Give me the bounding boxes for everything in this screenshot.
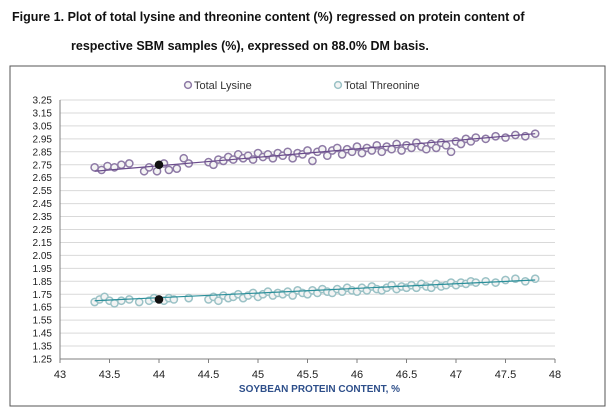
- data-point: [164, 165, 174, 175]
- data-point: [117, 296, 126, 306]
- y-tick-label: 2.75: [33, 160, 53, 171]
- y-tick-label: 3.25: [33, 96, 53, 107]
- trend-line: [94, 279, 536, 302]
- y-tick-label: 2.95: [33, 134, 53, 145]
- data-point: [392, 139, 401, 149]
- y-tick-label: 1.55: [33, 316, 53, 327]
- data-point: [520, 276, 530, 286]
- data-point: [441, 140, 451, 150]
- data-point: [357, 148, 367, 158]
- y-tick-label: 1.45: [33, 329, 53, 340]
- data-point: [337, 150, 347, 159]
- x-tick-label: 48: [549, 369, 561, 381]
- y-tick-label: 1.85: [33, 277, 53, 288]
- data-point: [110, 298, 119, 308]
- data-point: [530, 274, 540, 284]
- data-point: [308, 156, 317, 166]
- data-point: [377, 147, 387, 157]
- x-tick-label: 44.5: [198, 369, 219, 381]
- x-axis-title: SOYBEAN PROTEIN CONTENT, %: [239, 384, 400, 395]
- y-tick-label: 3.05: [33, 121, 53, 132]
- x-tick-label: 47.5: [495, 369, 516, 381]
- series-total-threonine: [90, 274, 540, 308]
- chart-frame: [9, 65, 606, 407]
- data-point: [421, 144, 431, 154]
- data-point: [117, 160, 126, 170]
- y-tick-label: 2.05: [33, 251, 53, 262]
- x-tick-label: 43.5: [99, 369, 120, 381]
- legend-item: Total Lysine: [183, 80, 252, 92]
- legend-marker: [183, 80, 193, 90]
- y-tick-label: 2.55: [33, 186, 53, 197]
- data-point: [501, 133, 510, 142]
- data-point: [397, 146, 406, 155]
- data-point: [172, 164, 182, 173]
- y-tick-label: 1.95: [33, 264, 53, 275]
- data-point: [283, 147, 293, 157]
- x-tick-label: 45.5: [297, 369, 318, 381]
- y-tick-label: 2.45: [33, 199, 53, 210]
- data-point: [103, 161, 112, 171]
- x-tick-label: 44: [153, 369, 165, 381]
- trend-line: [94, 133, 536, 172]
- caption-line-2: respective SBM samples (%), expressed on…: [71, 39, 429, 53]
- y-tick-label: 2.65: [33, 173, 53, 184]
- y-tick-label: 1.25: [33, 355, 53, 366]
- x-tick-label: 46: [351, 369, 363, 381]
- legend-label: Total Lysine: [194, 80, 252, 92]
- x-tick-label: 45: [252, 369, 264, 381]
- data-point: [471, 133, 481, 142]
- y-tick-label: 3.15: [33, 108, 53, 119]
- data-point: [367, 146, 377, 155]
- series-total-lysine: [90, 129, 540, 176]
- highlighted-point: [154, 295, 164, 304]
- data-point: [491, 278, 500, 287]
- caption-line-1: Figure 1. Plot of total lysine and threo…: [12, 10, 525, 24]
- data-point: [446, 147, 456, 157]
- x-tick-label: 46.5: [396, 369, 417, 381]
- data-point: [481, 134, 491, 144]
- y-tick-label: 2.25: [33, 225, 53, 236]
- data-point: [481, 276, 491, 286]
- legend-label: Total Threonine: [344, 80, 420, 92]
- x-tick-label: 43: [54, 369, 66, 381]
- y-tick-label: 2.15: [33, 238, 53, 249]
- y-tick-label: 1.35: [33, 342, 53, 353]
- data-point: [179, 153, 189, 163]
- y-tick-label: 2.35: [33, 212, 53, 223]
- x-tick-label: 47: [450, 369, 462, 381]
- y-tick-label: 2.85: [33, 147, 53, 158]
- legend-marker: [333, 80, 343, 90]
- y-tick-label: 1.75: [33, 290, 53, 301]
- data-point: [501, 275, 510, 285]
- data-point: [214, 296, 223, 306]
- data-point: [322, 151, 332, 161]
- data-point: [124, 159, 134, 168]
- y-tick-label: 1.65: [33, 303, 53, 314]
- data-point: [90, 162, 100, 172]
- legend-item: Total Threonine: [333, 80, 420, 92]
- data-point: [431, 143, 441, 153]
- data-point: [134, 297, 144, 307]
- data-point: [303, 146, 312, 155]
- data-point: [318, 144, 327, 154]
- data-point: [332, 143, 342, 153]
- highlighted-point: [154, 160, 164, 170]
